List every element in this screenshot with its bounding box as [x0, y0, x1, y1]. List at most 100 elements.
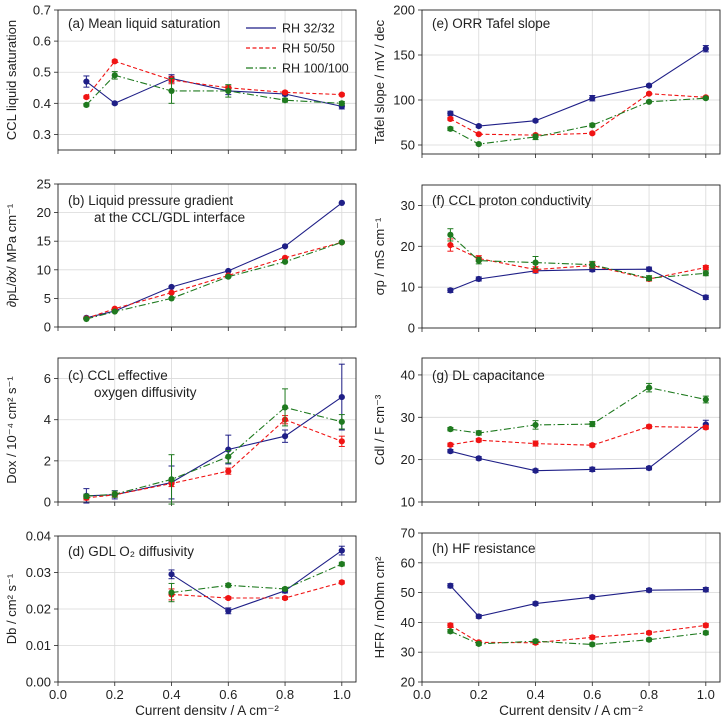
y-tick-label: 40 — [401, 615, 415, 630]
panel-title: (f) CCL proton conductivity — [432, 193, 592, 208]
series-line — [85, 60, 342, 98]
data-point — [532, 259, 539, 266]
panel-e: 50 100 150 200 Tafel slope / mV / dec (e) ORR… — [372, 3, 721, 158]
data-point — [532, 421, 539, 429]
y-tick-label: 150 — [393, 48, 415, 63]
y-tick-label: 40 — [401, 367, 415, 382]
data-point — [168, 571, 175, 578]
y-tick-label: 0.4 — [33, 96, 51, 111]
data-point — [702, 95, 709, 102]
data-point — [225, 453, 232, 460]
plot-frame — [421, 9, 721, 155]
series-line — [86, 396, 343, 497]
data-point — [338, 91, 345, 98]
y-tick-label: 50 — [401, 585, 415, 600]
series-line — [86, 406, 342, 497]
data-point — [225, 87, 232, 94]
y-tick-label: 30 — [401, 410, 415, 425]
data-point — [111, 100, 118, 107]
panel-d: 0.00 0.01 0.02 0.03 0.04 0.0 0.2 0.4 0.6 0.8 1.0 Cu… — [4, 529, 357, 715]
y-tick-label: 10 — [401, 495, 415, 510]
data-point — [338, 418, 345, 425]
data-point — [83, 78, 90, 85]
series-line — [450, 97, 706, 145]
data-point — [475, 123, 482, 130]
data-point — [589, 593, 596, 601]
y-tick-label: 60 — [401, 555, 415, 570]
y-tick-label: 2 — [44, 453, 51, 468]
data-point — [447, 287, 454, 294]
series-1 — [447, 90, 709, 139]
series-0 — [168, 545, 345, 615]
data-point — [338, 561, 345, 568]
panel-c: 0 2 4 6 Dox / 10⁻⁴ cm² s⁻¹ (c) CCL effective o… — [4, 357, 357, 510]
y-axis-label: σp / mS cm⁻¹ — [372, 217, 387, 295]
data-point — [447, 441, 454, 448]
series-0 — [447, 266, 709, 301]
series-2 — [83, 388, 345, 505]
y-tick-label: 100 — [393, 93, 415, 108]
y-tick-label: 10 — [401, 280, 415, 295]
data-point — [447, 448, 454, 455]
series-1 — [447, 423, 709, 449]
y-tick-label: 20 — [401, 239, 415, 254]
data-point — [281, 594, 289, 602]
data-point — [532, 467, 539, 474]
data-point — [83, 94, 90, 101]
series-line — [450, 234, 706, 279]
data-point — [645, 587, 653, 594]
data-point — [168, 283, 175, 291]
panel-title: (g) DL capacitance — [432, 368, 545, 383]
y-tick-label: 0.3 — [33, 127, 51, 142]
data-point — [225, 267, 232, 275]
data-point — [111, 308, 118, 315]
data-point — [225, 468, 232, 475]
series-line — [450, 630, 706, 646]
series-1 — [83, 239, 345, 322]
series-line — [171, 563, 343, 594]
series-2 — [447, 382, 709, 437]
y-tick-label: 0.00 — [26, 675, 51, 690]
data-point — [589, 95, 596, 102]
data-point — [281, 243, 289, 250]
series-line — [450, 268, 707, 298]
panel-h: 20 30 40 50 60 70 0.0 0.2 0.4 0.6 0.8 1.0 Current de… — [372, 526, 721, 715]
data-point — [702, 622, 709, 629]
series-0 — [447, 45, 709, 130]
series-0 — [83, 74, 345, 110]
legend-item: RH 100/100 — [246, 62, 349, 76]
series-line — [450, 387, 706, 434]
series-line — [86, 74, 342, 106]
y-tick-label: 10 — [37, 262, 51, 277]
y-tick-label: 0.7 — [33, 3, 51, 18]
y-tick-label: 70 — [401, 526, 415, 541]
legend-label: RH 32/32 — [282, 22, 335, 36]
data-point — [447, 628, 454, 635]
x-tick-label: 0.4 — [526, 687, 544, 702]
data-point — [702, 45, 709, 52]
legend-label: RH 100/100 — [282, 62, 349, 76]
data-point — [645, 629, 653, 636]
series-line — [86, 241, 342, 319]
series-1 — [447, 622, 709, 646]
data-point — [589, 641, 596, 648]
data-point — [225, 594, 232, 602]
data-point — [702, 264, 709, 271]
data-point — [83, 101, 90, 108]
data-point — [447, 125, 454, 132]
data-point — [447, 622, 454, 629]
data-point — [225, 273, 232, 280]
panel-title: (e) ORR Tafel slope — [432, 16, 550, 31]
data-point — [645, 384, 653, 391]
plot-frame — [57, 535, 357, 683]
data-point — [589, 634, 596, 641]
panel-g: 10 20 30 40 Cdl / F cm⁻³ (g) DL capacitance — [372, 357, 721, 510]
series-line — [450, 624, 706, 644]
panel-f: 0 10 20 30 σp / mS cm⁻¹ (f) CCL proton conduc… — [372, 184, 721, 336]
y-tick-label: 0.04 — [26, 529, 51, 544]
panel-title-line2: oxygen diffusivity — [94, 385, 197, 400]
plot-frame — [57, 183, 357, 328]
y-tick-label: 200 — [393, 3, 415, 18]
x-axis-label: Current density / A cm⁻² — [135, 703, 279, 715]
data-point — [475, 613, 482, 620]
